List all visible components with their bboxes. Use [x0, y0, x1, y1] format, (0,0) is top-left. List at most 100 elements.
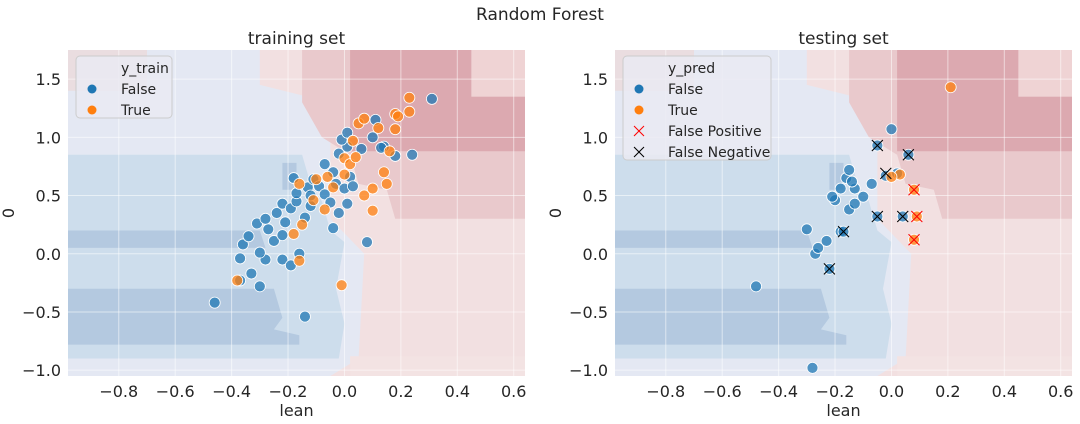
- scatter-marker-false-negative: [879, 167, 892, 180]
- training-x-tick-label: 0.2: [388, 382, 413, 401]
- training-points: [208, 91, 438, 323]
- scatter-point-true: [287, 228, 300, 240]
- scatter-marker-false-positive: [910, 210, 923, 223]
- scatter-point-false: [848, 197, 861, 210]
- scatter-point-false: [279, 216, 292, 229]
- scatter-point-false: [820, 235, 833, 247]
- training-x-tick-label: −0.6: [156, 382, 195, 401]
- training-y-tick-label: 0.0: [36, 245, 61, 264]
- scatter-point-false: [347, 180, 359, 193]
- scatter-point-false: [208, 296, 221, 309]
- testing-set-panel: testing set lean 0 −0.8 −0.6 −0.4 −0.2 0.0 0.…: [546, 29, 1073, 420]
- scatter-point-false: [299, 310, 311, 323]
- scatter-point-false: [865, 177, 878, 190]
- scatter-point-false: [318, 188, 331, 201]
- legend-marker-false: [634, 84, 644, 94]
- training-legend: y_train False True: [75, 55, 173, 119]
- training-y-tick-label: −0.5: [22, 303, 61, 322]
- training-y-tick-label: 1.0: [36, 128, 61, 147]
- scatter-point-false: [332, 207, 345, 219]
- scatter-point-true: [293, 254, 306, 267]
- legend-marker-false-positive: [633, 125, 645, 137]
- scatter-point-true: [296, 218, 309, 231]
- marker-stroke: [871, 139, 884, 152]
- marker-stroke: [823, 263, 836, 275]
- training-decision-region: [471, 50, 525, 97]
- scatter-point-true: [321, 171, 334, 183]
- training-y-tick-label: 0.5: [36, 187, 61, 206]
- testing-x-tick-label: −0.4: [759, 382, 798, 401]
- scatter-point-false: [426, 93, 438, 105]
- scatter-point-false: [846, 175, 858, 188]
- scatter-point-true: [231, 274, 244, 287]
- marker-stroke: [633, 146, 645, 158]
- testing-decision-region: [897, 356, 1072, 376]
- legend-title: y_pred: [668, 61, 715, 77]
- marker-stroke: [896, 210, 909, 223]
- scatter-point-false: [834, 182, 847, 195]
- scatter-marker-false-negative: [896, 210, 909, 223]
- scatter-point-true: [293, 177, 306, 190]
- testing-y-axis-label: 0: [546, 208, 565, 218]
- scatter-point-false: [253, 280, 266, 293]
- figure-title: Random Forest: [476, 5, 604, 25]
- testing-x-tick-label: 0.2: [935, 382, 960, 401]
- testing-y-tick-label: −0.5: [569, 303, 608, 322]
- legend-marker-false-negative: [633, 146, 645, 158]
- scatter-point-false: [355, 143, 368, 155]
- scatter-point-false: [341, 197, 354, 210]
- scatter-point-true: [380, 177, 393, 190]
- scatter-point-false: [245, 267, 258, 280]
- scatter-point-false: [361, 236, 373, 249]
- training-y-tick-label: 1.5: [36, 70, 61, 89]
- training-x-tick-label: 0.0: [332, 382, 357, 401]
- scatter-marker-false-negative: [871, 139, 884, 152]
- scatter-marker-false-positive: [908, 233, 920, 246]
- scatter-point-false: [812, 242, 825, 254]
- marker-stroke: [879, 167, 892, 180]
- scatter-point-true: [392, 110, 404, 123]
- scatter-point-false: [259, 212, 272, 225]
- legend-label: False Positive: [668, 124, 762, 140]
- training-x-tick-label: −0.4: [212, 382, 251, 401]
- scatter-point-false: [234, 252, 246, 265]
- scatter-point-false: [406, 148, 419, 161]
- testing-y-tick-label: 0.5: [583, 187, 608, 206]
- scatter-point-false: [843, 164, 856, 176]
- legend-label: False: [668, 82, 703, 98]
- scatter-point-false: [237, 238, 249, 251]
- scatter-point-true: [403, 105, 416, 118]
- marker-stroke: [633, 125, 645, 137]
- scatter-point-true: [347, 134, 359, 147]
- legend-label: False Negative: [668, 145, 770, 161]
- testing-x-tick-label: 0.6: [1048, 382, 1073, 401]
- training-set-panel: training set lean 0 −0.8 −0.6 −0.4 −0.2 0.0 0…: [0, 29, 526, 420]
- legend-marker-true: [634, 105, 644, 115]
- legend-label: True: [667, 103, 698, 119]
- legend-frame: [622, 55, 772, 161]
- testing-legend: y_pred False True False Positive False Negat…: [622, 55, 772, 161]
- scatter-point-true: [310, 173, 323, 186]
- testing-x-axis-label: lean: [826, 401, 860, 420]
- scatter-point-true: [335, 279, 348, 292]
- scatter-marker-false-negative: [902, 148, 915, 161]
- scatter-point-true: [327, 181, 340, 194]
- scatter-point-false: [341, 126, 354, 139]
- scatter-point-false: [318, 158, 331, 171]
- legend-frame: [75, 55, 173, 119]
- training-decision-region: [350, 356, 525, 376]
- testing-x-tick-label: −0.8: [646, 382, 685, 401]
- testing-decision-region: [615, 288, 847, 345]
- scatter-point-true: [372, 122, 385, 134]
- scatter-point-false: [242, 230, 255, 243]
- marker-stroke: [908, 183, 920, 196]
- scatter-point-true: [885, 171, 898, 183]
- scatter-point-true: [944, 81, 957, 94]
- scatter-point-false: [276, 253, 289, 266]
- scatter-marker-false-positive: [908, 183, 920, 196]
- testing-y-tick-label: −1.0: [569, 361, 608, 380]
- legend-marker-false: [87, 84, 97, 94]
- training-decision-region: [68, 230, 266, 248]
- testing-decision-region: [615, 230, 813, 248]
- testing-decision-region: [1018, 50, 1072, 97]
